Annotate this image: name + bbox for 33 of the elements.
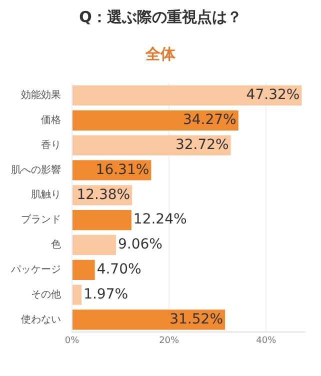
bar xyxy=(72,234,116,256)
data-label: 16.31% xyxy=(96,162,150,178)
x-tick-label: 0% xyxy=(64,336,80,346)
data-label: 9.06% xyxy=(118,236,162,253)
y-tick-label: 使わない xyxy=(21,314,61,326)
y-tick-label: 肌触り xyxy=(31,190,61,201)
data-label: 47.32% xyxy=(246,87,300,104)
bar xyxy=(72,110,238,130)
y-tick-label: パッケージ xyxy=(10,264,61,276)
data-label: 1.97% xyxy=(84,286,128,302)
y-tick-label: 価格 xyxy=(41,114,61,126)
data-label: 34.27% xyxy=(182,112,236,128)
data-label: 4.70% xyxy=(96,262,142,278)
y-tick-label: その他 xyxy=(31,288,61,300)
data-label: 12.24% xyxy=(133,212,187,228)
data-label: 32.72% xyxy=(175,136,229,153)
data-label: 31.52% xyxy=(170,311,224,328)
y-tick-label: 色 xyxy=(51,238,61,251)
bar xyxy=(72,210,132,230)
chart-subtitle: 全体 xyxy=(144,45,176,64)
bar xyxy=(72,260,95,280)
bar xyxy=(72,310,226,330)
y-tick-label: ブランド xyxy=(21,214,61,226)
chart-title: Q：選ぶ際の重視点は？ xyxy=(78,8,243,27)
y-tick-label: 効能効果 xyxy=(21,89,61,102)
bar xyxy=(72,284,82,305)
y-tick-label: 肌への影響 xyxy=(11,164,61,176)
x-tick-label: 40% xyxy=(256,336,277,346)
y-tick-label: 香り xyxy=(41,138,61,151)
bar xyxy=(72,85,302,106)
x-tick-label: 20% xyxy=(159,336,180,346)
data-label: 12.38% xyxy=(76,186,130,203)
bar xyxy=(72,135,231,156)
